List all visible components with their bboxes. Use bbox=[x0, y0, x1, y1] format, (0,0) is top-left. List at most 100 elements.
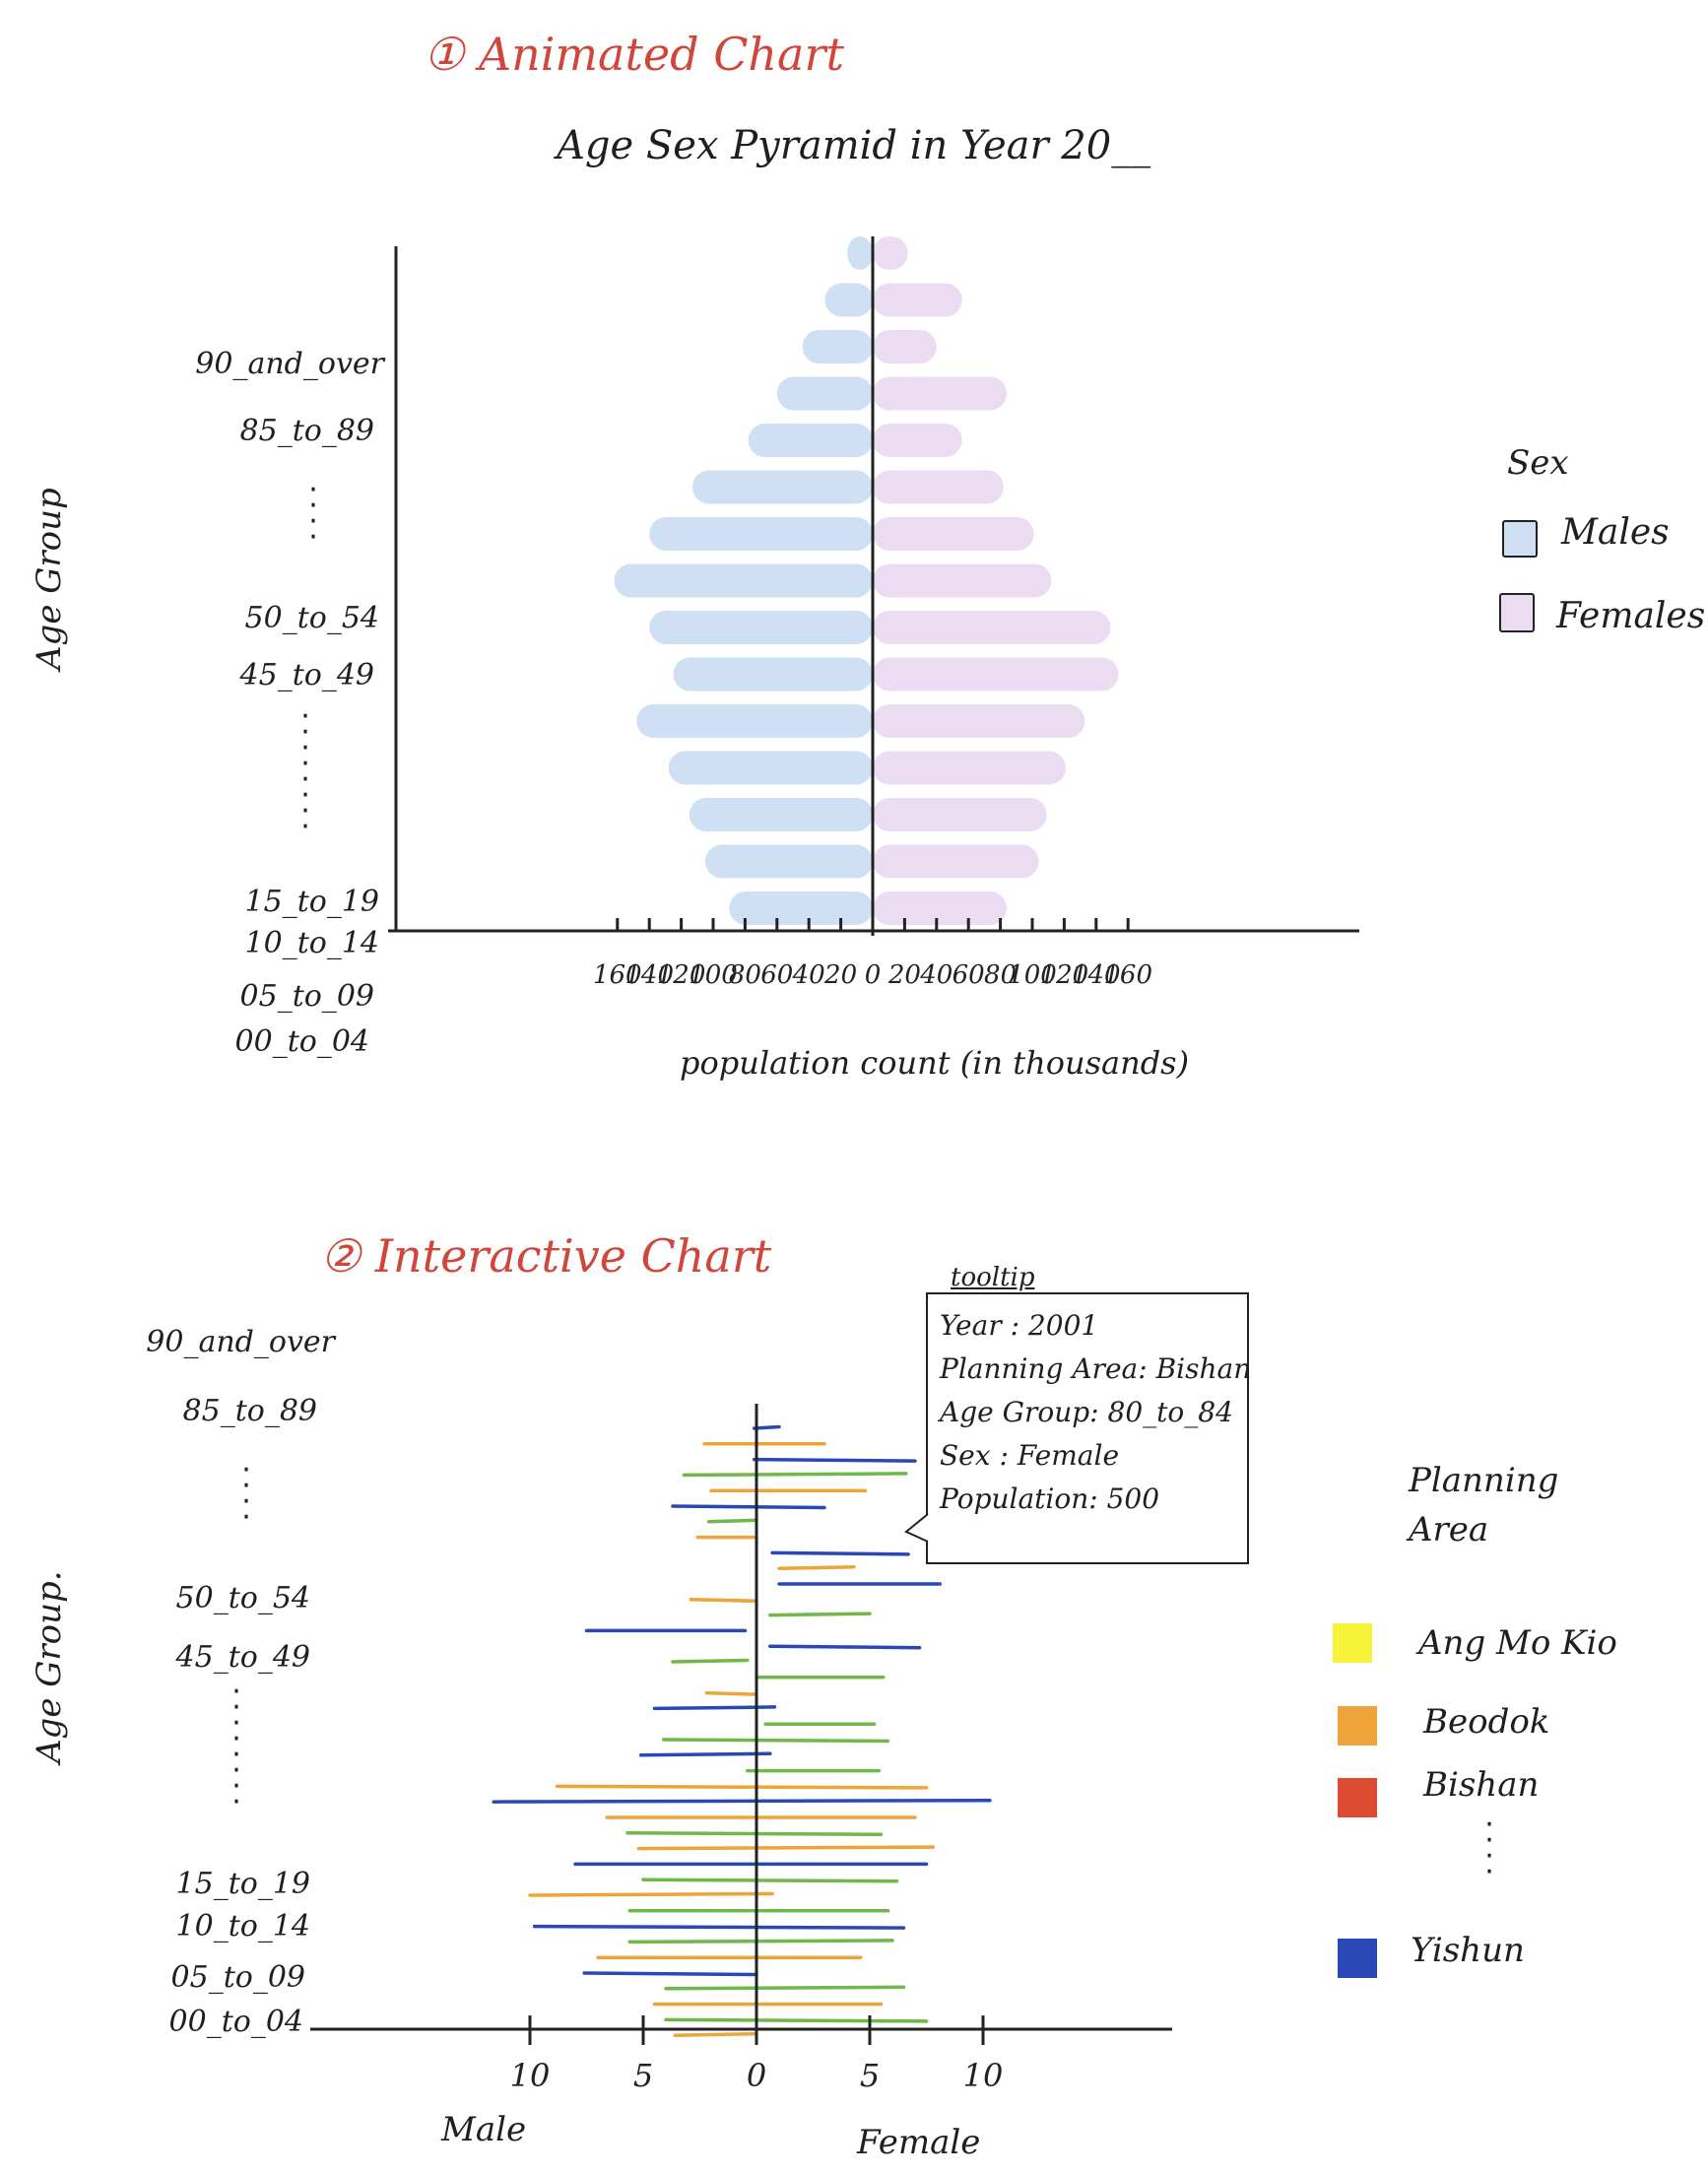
area-line bbox=[671, 1658, 750, 1664]
area-line bbox=[752, 1457, 917, 1463]
x-tick-label: 10 bbox=[963, 2057, 1004, 2094]
female-bar bbox=[873, 611, 1111, 644]
area-line bbox=[671, 1504, 826, 1510]
area-line bbox=[706, 1518, 758, 1524]
area-line bbox=[664, 1985, 906, 1991]
area-line bbox=[492, 1798, 992, 1804]
chart1-legend-title: Sex bbox=[1507, 443, 1569, 483]
chart2-age-label: 05_to_09 bbox=[170, 1960, 305, 1995]
x-tick-label: 60 bbox=[953, 960, 985, 990]
tooltip: Year : 2001 Planning Area: Bishan Age Gr… bbox=[926, 1292, 1251, 1564]
area-line bbox=[768, 1612, 872, 1617]
male-bar bbox=[668, 751, 873, 785]
x-tick-label: 20 bbox=[823, 960, 857, 990]
animated-chart-heading: ① Animated Chart bbox=[424, 28, 844, 81]
chart2-plot: 10 5 0 5 10 bbox=[310, 1404, 1172, 2094]
female-bar bbox=[873, 424, 962, 457]
chart2-age-label: 85_to_89 bbox=[182, 1394, 317, 1428]
chart2-ellipsis: · · · · bbox=[241, 1453, 251, 1535]
legend-beodok-swatch[interactable] bbox=[1338, 1706, 1377, 1746]
x-tick-label: 40 bbox=[792, 960, 825, 990]
legend-females-swatch[interactable] bbox=[1499, 593, 1535, 632]
tooltip-pointer bbox=[904, 1513, 929, 1543]
area-line bbox=[636, 1845, 936, 1851]
chart2-age-label: 90_and_over bbox=[146, 1325, 335, 1359]
chart2-age-label: 50_to_54 bbox=[175, 1581, 310, 1615]
chart1-age-label: 85_to_89 bbox=[239, 414, 374, 448]
area-line bbox=[638, 1751, 772, 1757]
male-bar bbox=[729, 891, 873, 925]
tooltip-line: Sex : Female bbox=[940, 1439, 1120, 1472]
male-bar bbox=[776, 376, 873, 411]
chart1-age-label: 15_to_19 bbox=[244, 885, 379, 919]
male-bar bbox=[649, 611, 873, 644]
male-bar bbox=[649, 517, 873, 551]
area-line bbox=[528, 1891, 774, 1897]
female-bar bbox=[873, 236, 908, 270]
legend-males-swatch[interactable] bbox=[1502, 520, 1538, 558]
chart1-ellipsis: · · · · · · · · bbox=[300, 699, 310, 844]
chart1-age-label: 50_to_54 bbox=[244, 601, 379, 635]
area-line bbox=[532, 1924, 906, 1930]
chart1-ellipsis: · · · · bbox=[308, 473, 318, 555]
male-bar bbox=[847, 236, 873, 270]
area-line bbox=[582, 1971, 758, 1977]
tooltip-line: Population: 500 bbox=[940, 1482, 1160, 1515]
male-bar bbox=[673, 657, 873, 692]
x-tick-label: 20 bbox=[887, 960, 921, 990]
legend-bishan-swatch[interactable] bbox=[1338, 1778, 1377, 1817]
area-line bbox=[689, 1598, 758, 1604]
female-bar bbox=[873, 704, 1085, 738]
legend-bishan-label: Bishan bbox=[1423, 1765, 1540, 1805]
male-bar bbox=[824, 283, 873, 317]
x-tick-label: 120 bbox=[1040, 960, 1089, 990]
area-line bbox=[664, 2017, 929, 2023]
area-line bbox=[770, 1550, 910, 1556]
x-tick-label: 160 bbox=[593, 960, 642, 990]
x-tick-label: 40 bbox=[919, 960, 953, 990]
male-bar bbox=[748, 424, 873, 457]
chart1-age-label: 05_to_09 bbox=[239, 979, 374, 1014]
x-tick-label: 5 bbox=[633, 2057, 653, 2094]
legend-yishun-label: Yishun bbox=[1411, 1931, 1525, 1970]
chart2-female-label: Female bbox=[857, 2123, 981, 2162]
x-tick-label: 0 bbox=[865, 960, 882, 990]
x-tick-label: 140 bbox=[624, 960, 674, 990]
x-tick-label: 5 bbox=[860, 2057, 880, 2094]
chart2-ellipsis: · · · · · · · · bbox=[231, 1675, 241, 1819]
male-bar bbox=[704, 844, 873, 879]
area-line bbox=[777, 1564, 856, 1570]
chart1-x-axis-label: population count (in thousands) bbox=[680, 1044, 1190, 1082]
male-bar bbox=[802, 330, 873, 363]
area-line bbox=[652, 1705, 777, 1711]
legend-yishun-swatch[interactable] bbox=[1338, 1939, 1377, 1978]
legend-males-label: Males bbox=[1561, 512, 1670, 553]
male-bar bbox=[636, 704, 873, 738]
area-line bbox=[555, 1784, 929, 1790]
x-tick-label: 80 bbox=[729, 960, 761, 990]
legend-ang-mo-kio-label: Ang Mo Kio bbox=[1418, 1623, 1617, 1663]
chart1-age-label: 90_and_over bbox=[195, 347, 384, 381]
area-line bbox=[673, 2031, 758, 2037]
x-tick-label: 160 bbox=[1103, 960, 1152, 990]
x-tick-label: 10 bbox=[510, 2057, 551, 2094]
x-tick-label: 100 bbox=[1008, 960, 1057, 990]
chart1-title: Age Sex Pyramid in Year 20__ bbox=[557, 123, 1151, 168]
x-tick-label: 140 bbox=[1072, 960, 1121, 990]
chart2-age-label: 45_to_49 bbox=[175, 1640, 310, 1675]
male-bar bbox=[689, 798, 873, 831]
area-line bbox=[661, 1738, 890, 1744]
female-bar bbox=[873, 283, 962, 317]
legend-ang-mo-kio-swatch[interactable] bbox=[1333, 1623, 1372, 1663]
area-line bbox=[625, 1831, 884, 1837]
female-bar bbox=[873, 751, 1067, 785]
area-line bbox=[627, 1939, 894, 1944]
chart2-age-label: 10_to_14 bbox=[175, 1909, 310, 1943]
chart1-age-label: 45_to_49 bbox=[239, 658, 374, 692]
male-bar bbox=[691, 470, 873, 504]
area-line bbox=[752, 1424, 781, 1430]
legend-females-label: Females bbox=[1556, 596, 1706, 636]
tooltip-line: Age Group: 80_to_84 bbox=[940, 1396, 1233, 1428]
legend-beodok-label: Beodok bbox=[1423, 1702, 1550, 1742]
